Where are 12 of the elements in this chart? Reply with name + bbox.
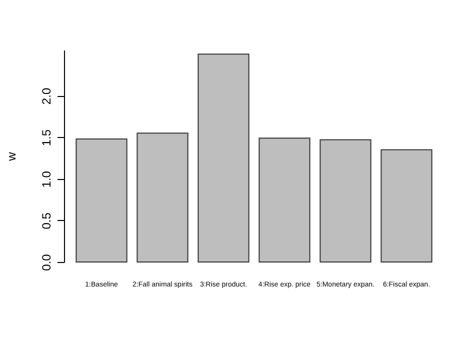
y-tick-label: 1.0 xyxy=(40,170,54,188)
bar xyxy=(136,132,188,262)
bar xyxy=(320,139,372,262)
y-tick-label: 0.0 xyxy=(40,254,54,271)
y-axis-title: w xyxy=(4,152,18,162)
bar xyxy=(380,149,432,262)
y-tick-label: 1.5 xyxy=(40,129,54,146)
bar xyxy=(258,138,310,262)
bar xyxy=(76,138,128,262)
y-tick-label: 2.0 xyxy=(40,88,54,105)
y-tick-label: 0.5 xyxy=(40,212,54,230)
bar xyxy=(198,54,250,262)
